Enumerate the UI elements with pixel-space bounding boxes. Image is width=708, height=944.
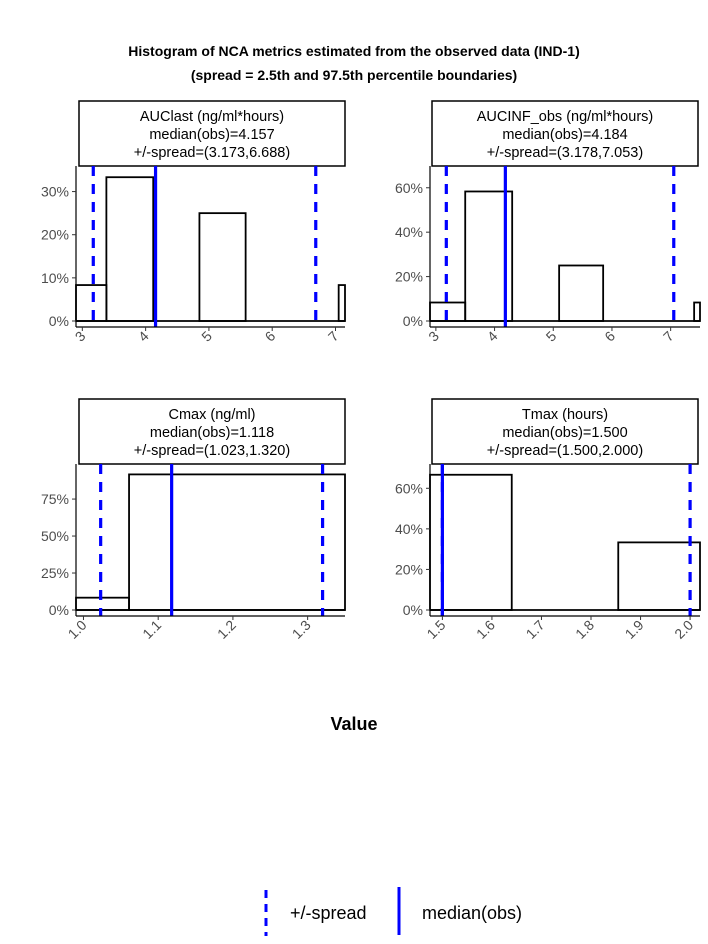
legend-label-spread: +/-spread xyxy=(290,903,367,923)
histogram-bar xyxy=(128,473,346,611)
x-tick-label: 1.0 xyxy=(65,617,90,642)
histogram-bar xyxy=(617,541,701,611)
x-tick-label: 1.1 xyxy=(139,617,164,642)
x-tick-label: 1.7 xyxy=(523,617,548,642)
strip-title: AUCINF_obs (ng/ml*hours) xyxy=(477,109,653,125)
legend-label-median: median(obs) xyxy=(422,903,522,923)
histogram-bar xyxy=(558,264,605,322)
x-tick-label: 3 xyxy=(72,328,89,345)
strip-spread-text: +/-spread=(3.178,7.053) xyxy=(487,145,643,161)
x-tick-label: 6 xyxy=(601,328,618,345)
x-tick-label: 1.5 xyxy=(423,617,448,642)
strip-spread-text: +/-spread=(3.173,6.688) xyxy=(134,145,290,161)
x-tick-label: 5 xyxy=(543,328,560,345)
x-axis-title: Value xyxy=(330,714,377,734)
title-line-2: (spread = 2.5th and 97.5th percentile bo… xyxy=(191,67,517,83)
histogram-bar xyxy=(693,301,701,322)
x-tick-label: 4 xyxy=(135,328,152,345)
y-tick-label: 60% xyxy=(395,180,423,196)
y-tick-label: 75% xyxy=(41,491,69,507)
y-tick-label: 60% xyxy=(395,480,423,496)
strip-title: Cmax (ng/ml) xyxy=(168,407,255,423)
x-tick-label: 7 xyxy=(325,328,342,345)
strip-box xyxy=(78,398,346,465)
strip-median-text: median(obs)=4.157 xyxy=(149,127,274,143)
title-line-1: Histogram of NCA metrics estimated from … xyxy=(128,43,579,59)
x-tick-label: 2.0 xyxy=(671,617,696,642)
y-tick-label: 0% xyxy=(49,602,69,618)
x-tick-label: 1.6 xyxy=(473,617,498,642)
histogram-bar xyxy=(337,284,346,322)
y-tick-label: 0% xyxy=(403,313,423,329)
strip-spread-text: +/-spread=(1.023,1.320) xyxy=(134,443,290,459)
y-tick-label: 25% xyxy=(41,565,69,581)
strip-box xyxy=(78,100,346,167)
y-tick-label: 50% xyxy=(41,528,69,544)
y-tick-label: 30% xyxy=(41,184,69,200)
x-tick-label: 1.3 xyxy=(289,617,314,642)
histogram-bar xyxy=(198,212,247,322)
y-tick-label: 40% xyxy=(395,521,423,537)
histogram-bar xyxy=(75,596,130,611)
strip-title: Tmax (hours) xyxy=(522,407,608,423)
facet-panel-3: Cmax (ng/ml) median(obs)=1.118 +/-spread=(… xyxy=(41,398,346,642)
x-tick-label: 7 xyxy=(660,328,677,345)
y-tick-label: 20% xyxy=(395,269,423,285)
x-tick-label: 5 xyxy=(198,328,215,345)
facet-panel-1: AUClast (ng/ml*hours) median(obs)=4.157 +/… xyxy=(41,100,346,345)
strip-median-text: median(obs)=1.500 xyxy=(502,425,627,441)
x-tick-label: 1.2 xyxy=(214,617,239,642)
strip-median-text: median(obs)=1.118 xyxy=(150,425,274,441)
y-tick-label: 0% xyxy=(49,313,69,329)
strip-title: AUClast (ng/ml*hours) xyxy=(140,109,284,125)
histogram-bar xyxy=(75,284,108,322)
x-tick-label: 3 xyxy=(425,328,442,345)
y-tick-label: 10% xyxy=(41,270,69,286)
strip-spread-text: +/-spread=(1.500,2.000) xyxy=(487,443,643,459)
facet-panel-4: Tmax (hours) median(obs)=1.500 +/-spread=(… xyxy=(395,398,701,642)
y-tick-label: 20% xyxy=(41,227,69,243)
y-tick-label: 20% xyxy=(395,561,423,577)
histogram-bar xyxy=(105,176,155,322)
strip-box xyxy=(431,398,699,465)
legend: +/-spread median(obs) xyxy=(264,887,522,936)
x-tick-label: 1.8 xyxy=(572,617,597,642)
facet-panel-2: AUCINF_obs (ng/ml*hours) median(obs)=4.18… xyxy=(395,100,701,345)
x-tick-label: 1.9 xyxy=(622,617,647,642)
y-tick-label: 40% xyxy=(395,224,423,240)
x-tick-label: 4 xyxy=(484,328,501,345)
y-tick-label: 0% xyxy=(403,602,423,618)
facet-panels: AUClast (ng/ml*hours) median(obs)=4.157 +/… xyxy=(41,100,701,642)
strip-median-text: median(obs)=4.184 xyxy=(502,127,627,143)
strip-box xyxy=(431,100,699,167)
x-tick-label: 6 xyxy=(262,328,279,345)
